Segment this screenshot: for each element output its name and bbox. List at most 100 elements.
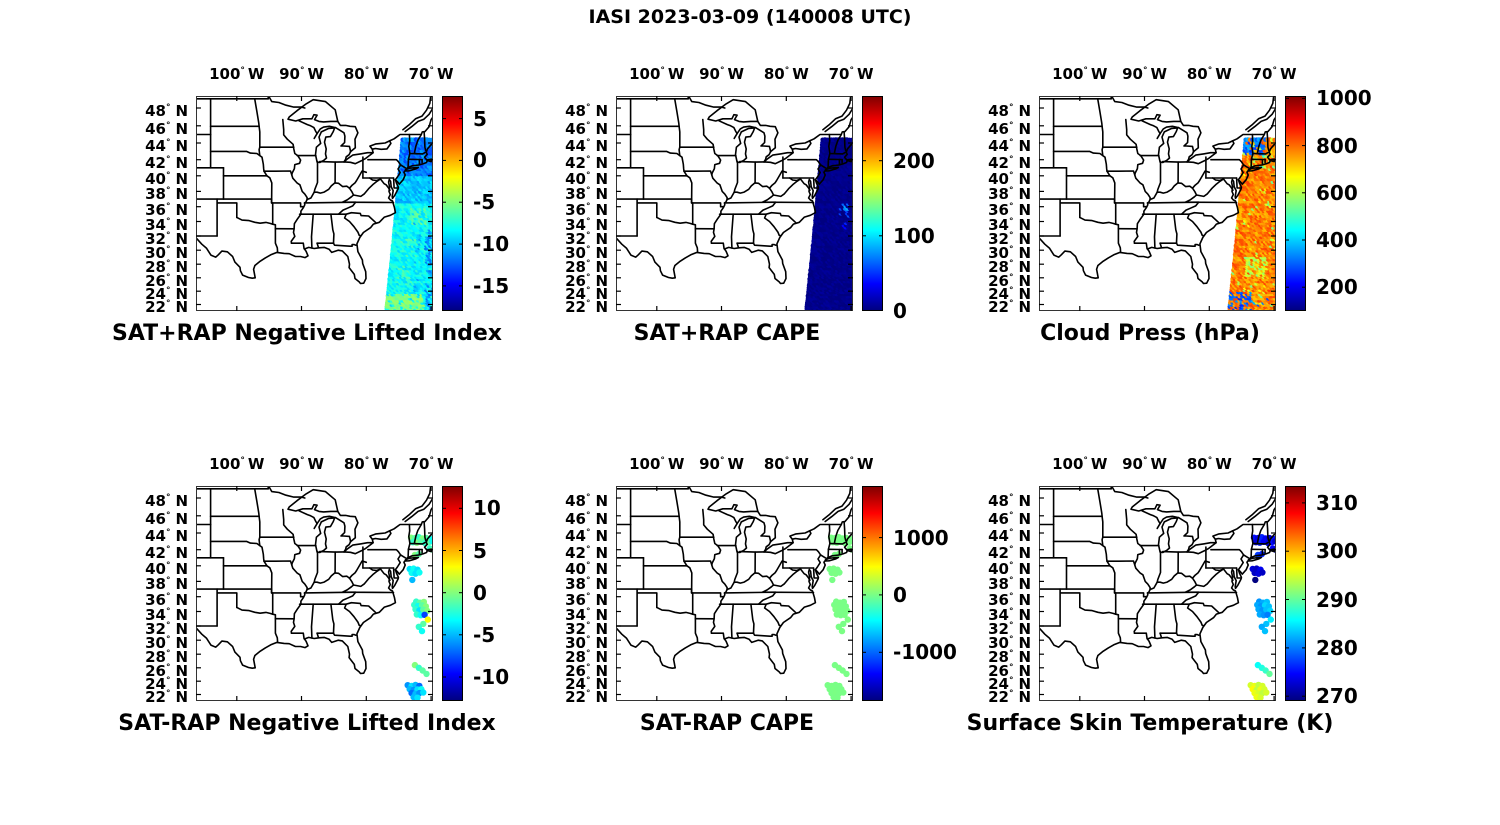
lat-tick-label: 26° N (988, 271, 1031, 290)
degree-symbol: ° (585, 662, 591, 673)
lat-tick-label: 24° N (988, 285, 1031, 304)
colorbar-ticks (862, 537, 883, 653)
colorbar-tick-label: 0 (473, 148, 487, 173)
degree-symbol: ° (585, 102, 591, 113)
colorbar-tick-label: 400 (1316, 227, 1358, 252)
map-frame (1039, 486, 1276, 701)
degree-symbol: ° (165, 120, 171, 131)
lon-tick-label: 70° W (408, 65, 454, 83)
degree-symbol: ° (165, 154, 171, 165)
lat-tick-label: 22° N (145, 298, 188, 317)
lat-tick-label: 40° N (988, 559, 1031, 578)
colorbar-tick-label: 1000 (893, 525, 949, 550)
lat-tick-label: 22° N (565, 688, 608, 707)
degree-symbol: ° (1142, 456, 1148, 466)
data-dots (804, 137, 853, 311)
lat-tick-label: 30° N (565, 244, 608, 263)
degree-symbol: ° (1083, 456, 1088, 466)
lon-tick-label: 80° W (1186, 65, 1232, 83)
colorbar-tick-label: 600 (1316, 180, 1358, 205)
lon-tick-label: 90° W (279, 65, 324, 83)
degree-symbol: ° (585, 560, 591, 571)
axis-ticks (1039, 96, 1276, 311)
degree-symbol: ° (585, 154, 591, 165)
degree-symbol: ° (165, 662, 171, 673)
lat-tick-label: 38° N (565, 575, 608, 594)
lat-tick-label: 28° N (988, 648, 1031, 667)
colorbar-tick-label: 280 (1316, 635, 1358, 660)
lon-tick-label: 90° W (279, 455, 324, 473)
degree-symbol: ° (165, 560, 171, 571)
lat-tick-label: 48° N (988, 101, 1031, 120)
lat-tick-label: 26° N (565, 661, 608, 680)
state-outlines (616, 486, 853, 675)
degree-symbol: ° (165, 510, 171, 521)
lat-tick-label: 38° N (565, 185, 608, 204)
degree-symbol: ° (299, 456, 305, 466)
degree-symbol: ° (719, 456, 725, 466)
colorbar-tick-label: 270 (1316, 684, 1358, 709)
colorbar-tick-label: 310 (1316, 490, 1358, 515)
colorbar-ticks (862, 160, 883, 311)
colorbar-ticks (1285, 502, 1306, 697)
lat-tick-label: 32° N (145, 230, 188, 249)
degree-symbol: ° (1142, 66, 1148, 76)
lon-tick-label: 70° W (1251, 455, 1297, 473)
data-dots (1227, 137, 1276, 311)
degree-symbol: ° (165, 576, 171, 587)
colorbar-tick-label: 5 (473, 538, 487, 563)
lat-tick-label: 34° N (565, 605, 608, 624)
degree-symbol: ° (585, 492, 591, 503)
lat-tick-label: 26° N (988, 661, 1031, 680)
degree-symbol: ° (1008, 576, 1014, 587)
degree-symbol: ° (585, 635, 591, 646)
degree-symbol: ° (1207, 66, 1213, 76)
lat-tick-label: 30° N (145, 244, 188, 263)
lat-tick-label: 40° N (145, 559, 188, 578)
degree-symbol: ° (165, 649, 171, 660)
lat-tick-label: 36° N (565, 590, 608, 609)
degree-symbol: ° (165, 138, 171, 149)
lon-tick-label: 90° W (1122, 65, 1167, 83)
axis-ticks (616, 96, 853, 311)
lat-tick-label: 40° N (565, 169, 608, 188)
degree-symbol: ° (165, 201, 171, 212)
degree-symbol: ° (299, 66, 305, 76)
degree-symbol: ° (1008, 154, 1014, 165)
degree-symbol: ° (1008, 544, 1014, 555)
lat-tick-label: 34° N (565, 215, 608, 234)
panel-title-skin_temp: Surface Skin Temperature (K) (966, 711, 1334, 736)
degree-symbol: ° (585, 528, 591, 539)
colorbar-tick-label: 200 (893, 148, 935, 173)
lat-tick-label: 40° N (988, 169, 1031, 188)
degree-symbol: ° (1008, 635, 1014, 646)
degree-symbol: ° (165, 544, 171, 555)
degree-symbol: ° (165, 528, 171, 539)
lat-tick-label: 30° N (145, 634, 188, 653)
lat-tick-label: 24° N (565, 675, 608, 694)
degree-symbol: ° (1008, 662, 1014, 673)
lon-tick-label: 100° W (1052, 455, 1108, 473)
lon-tick-label: 90° W (699, 455, 744, 473)
panel-title-li_diff: SAT-RAP Negative Lifted Index (118, 711, 496, 736)
state-outlines (1039, 486, 1276, 675)
lat-tick-label: 26° N (565, 271, 608, 290)
degree-symbol: ° (1008, 492, 1014, 503)
degree-symbol: ° (165, 492, 171, 503)
degree-symbol: ° (585, 544, 591, 555)
lat-tick-label: 46° N (145, 509, 188, 528)
degree-symbol: ° (1008, 286, 1014, 297)
degree-symbol: ° (660, 456, 665, 466)
degree-symbol: ° (429, 66, 434, 76)
lat-tick-label: 42° N (145, 543, 188, 562)
lat-tick-label: 42° N (988, 153, 1031, 172)
lat-tick-label: 34° N (988, 215, 1031, 234)
lat-tick-label: 48° N (145, 491, 188, 510)
colorbar-skin_temp (1285, 486, 1306, 701)
lat-tick-label: 46° N (988, 509, 1031, 528)
degree-symbol: ° (585, 216, 591, 227)
lat-tick-label: 44° N (145, 527, 188, 546)
map-frame (196, 486, 433, 701)
lat-tick-label: 48° N (145, 101, 188, 120)
colorbar-tick-label: -1000 (893, 640, 957, 665)
